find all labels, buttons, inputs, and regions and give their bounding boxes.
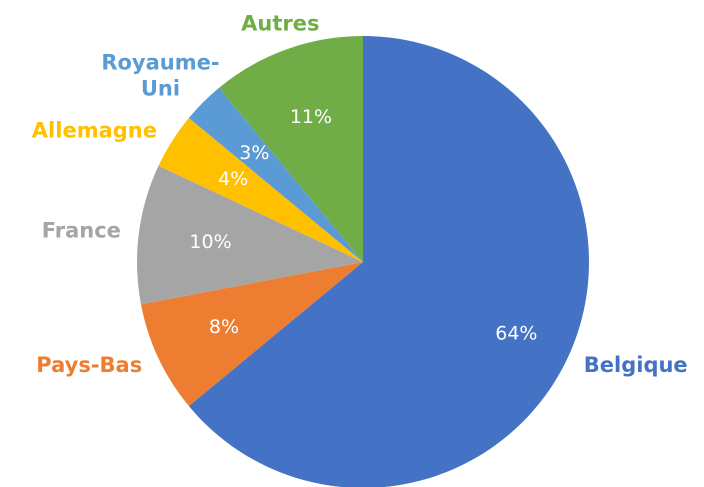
value-label: 8% (209, 316, 239, 338)
pie-slice (141, 262, 363, 407)
category-label: Royaume-Uni (101, 50, 219, 100)
value-label: 11% (290, 106, 332, 128)
value-label: 3% (239, 142, 269, 164)
pie-slice (188, 36, 589, 487)
pie-slice (137, 165, 363, 305)
category-label: Allemagne (32, 118, 157, 142)
pie-slice (158, 117, 363, 263)
category-label: France (42, 218, 121, 242)
category-label-line: Uni (141, 76, 180, 100)
pie-slice (218, 35, 363, 262)
category-label: Autres (241, 11, 319, 35)
pie-slice (188, 87, 363, 262)
value-label: 4% (218, 168, 248, 190)
category-label: Pays-Bas (36, 353, 142, 377)
value-label: 10% (189, 231, 231, 253)
category-label-line: Royaume- (101, 50, 219, 74)
value-label: 64% (495, 323, 537, 345)
category-label: Belgique (584, 353, 688, 377)
